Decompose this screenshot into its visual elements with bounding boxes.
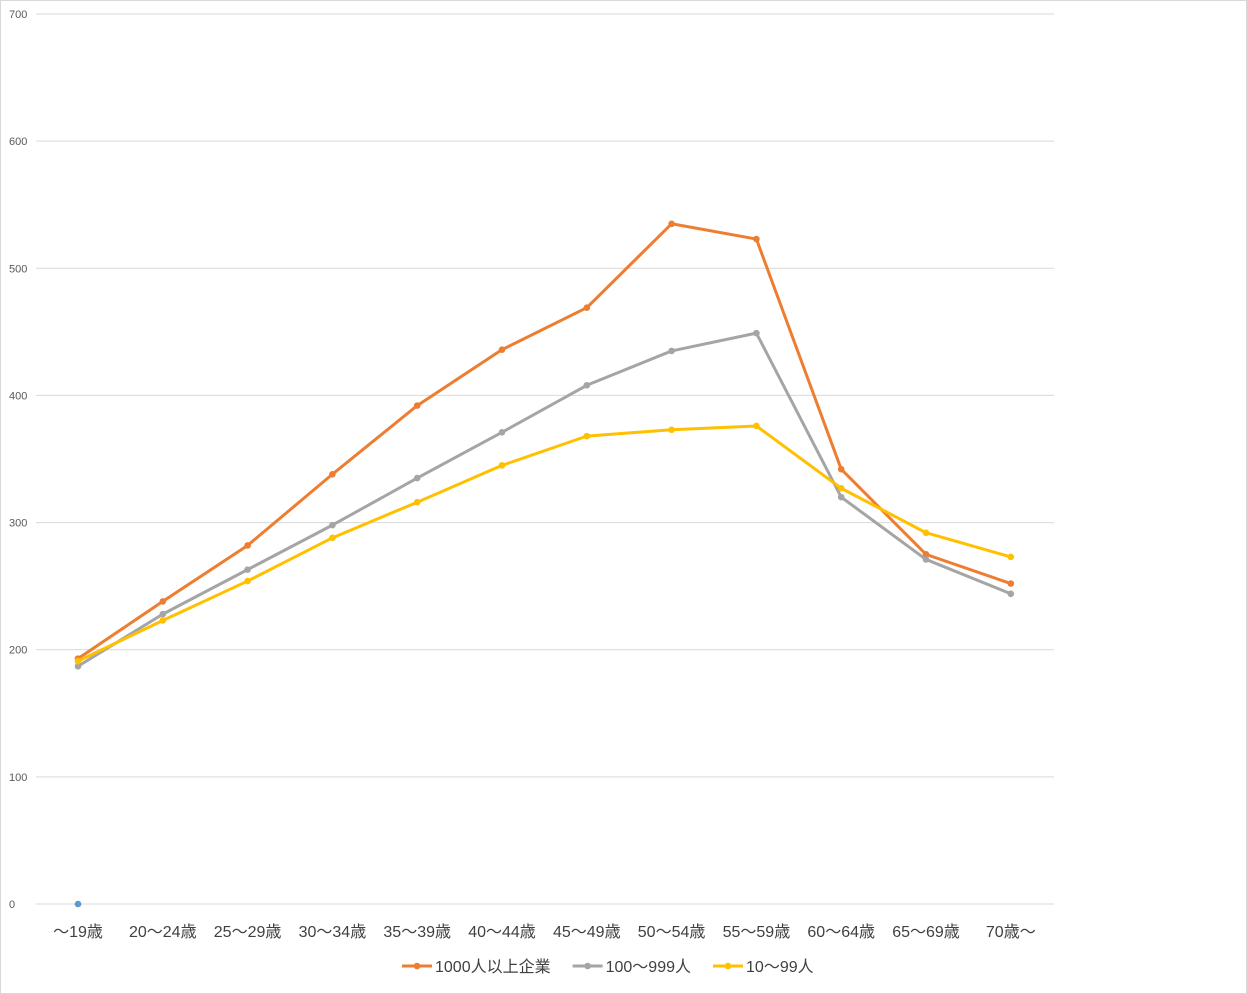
data-point (837, 493, 845, 501)
y-tick-label: 700 (9, 9, 27, 21)
x-tick-label: ～19歳 (53, 923, 103, 941)
data-point (498, 462, 506, 469)
data-point (668, 220, 675, 228)
data-point (413, 474, 421, 482)
x-tick-label: 40～44歳 (468, 923, 536, 941)
legend-swatch-marker (724, 962, 732, 970)
y-tick-label: 600 (9, 136, 27, 148)
data-point (498, 429, 506, 436)
data-point (329, 534, 336, 542)
data-point (753, 329, 760, 337)
x-tick-label: 55～59歳 (723, 923, 791, 941)
data-point (837, 465, 845, 473)
x-tick-label: 70歳～ (986, 923, 1036, 941)
data-point (753, 422, 760, 430)
y-tick-label: 200 (9, 645, 27, 657)
data-point (329, 470, 336, 478)
extra-data-point (74, 900, 82, 908)
data-point (668, 347, 675, 355)
data-point (1007, 553, 1015, 561)
series-group (74, 220, 1015, 908)
y-tick-label: 300 (9, 518, 27, 530)
x-tick-label: 60～64歳 (807, 923, 875, 941)
data-point (159, 598, 167, 605)
legend-label: 100～999人 (606, 958, 691, 976)
data-point (74, 657, 82, 665)
data-point (922, 556, 930, 563)
y-tick-label: 400 (9, 390, 27, 402)
data-point (922, 529, 930, 537)
data-point (1007, 590, 1015, 598)
series-line (76, 424, 1013, 663)
data-point (498, 346, 506, 353)
x-tick-label: 65～69歳 (892, 923, 960, 941)
data-point (74, 662, 82, 670)
y-axis: 0 100 200 300 400 500 600 700 (9, 9, 27, 911)
legend-swatch-marker (413, 962, 421, 970)
data-point (1007, 580, 1015, 587)
y-tick-label: 500 (9, 263, 27, 275)
data-point (668, 426, 675, 434)
legend-swatch-marker (584, 962, 591, 970)
data-point (159, 610, 167, 618)
data-point (583, 304, 591, 312)
data-point (753, 235, 760, 243)
data-point (413, 498, 421, 506)
data-point (159, 617, 167, 624)
gridlines (36, 13, 1054, 905)
data-point (922, 551, 930, 558)
data-point (329, 521, 336, 529)
y-tick-label: 0 (9, 899, 15, 911)
y-tick-label: 100 (9, 772, 27, 784)
data-point (244, 577, 251, 585)
x-tick-label: 50～54歳 (638, 923, 706, 941)
legend: 1000人以上企業 100～999人 10～99人 (402, 958, 814, 976)
x-tick-label: 30～34歳 (299, 923, 367, 941)
data-point (244, 542, 251, 549)
x-tick-label: 25～29歳 (214, 923, 282, 941)
series-line (76, 222, 1013, 661)
x-axis: ～19歳 20～24歳 25～29歳 30～34歳 35～39歳 40～44歳 45～49歳… (53, 923, 1036, 941)
x-tick-label: 45～49歳 (553, 923, 621, 941)
legend-label: 10～99人 (746, 958, 814, 976)
data-point (837, 484, 845, 492)
data-point (413, 402, 421, 409)
data-point (583, 381, 591, 389)
series-line (76, 331, 1013, 668)
legend-label: 1000人以上企業 (435, 958, 551, 976)
data-point (244, 566, 251, 573)
data-point (583, 432, 591, 440)
x-tick-label: 20～24歳 (129, 923, 197, 941)
x-tick-label: 35～39歳 (383, 923, 451, 941)
